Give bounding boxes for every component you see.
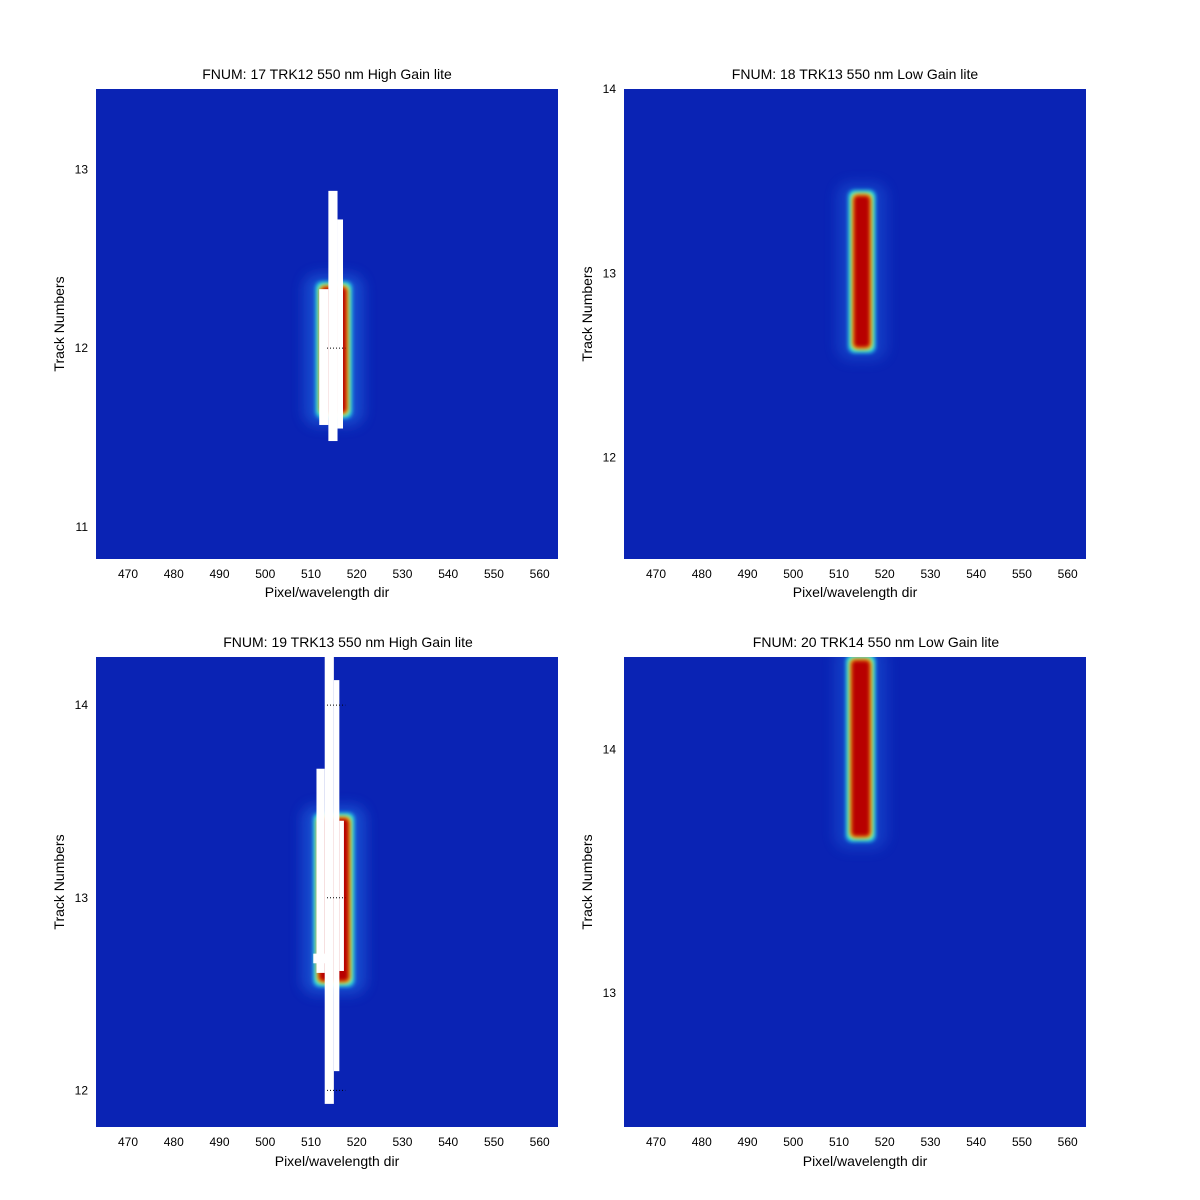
subplot-4-xtick-labels: 470 480 490 500 510 520 530 540 550 560 bbox=[646, 1135, 1078, 1149]
ytick-label: 12 bbox=[75, 341, 89, 355]
xtick-label: 470 bbox=[118, 567, 138, 581]
ytick-label: 13 bbox=[603, 986, 617, 1000]
subplot-3-ytick-labels: 12 13 14 bbox=[75, 698, 89, 1097]
xtick-label: 500 bbox=[783, 567, 803, 581]
xtick-label: 520 bbox=[347, 1135, 367, 1149]
xtick-label: 490 bbox=[737, 567, 757, 581]
xtick-label: 520 bbox=[875, 1135, 895, 1149]
saturated-bar-1 bbox=[319, 289, 329, 425]
xtick-label: 530 bbox=[920, 1135, 940, 1149]
saturated-bar-1 bbox=[316, 768, 325, 973]
xtick-label: 510 bbox=[301, 1135, 321, 1149]
xtick-label: 480 bbox=[692, 567, 712, 581]
subplot-4-title: FNUM: 20 TRK14 550 nm Low Gain lite bbox=[753, 634, 1000, 650]
subplot-3-ylabel: Track Numbers bbox=[51, 834, 67, 929]
subplot-1-title: FNUM: 17 TRK12 550 nm High Gain lite bbox=[202, 66, 452, 82]
subplot-1-image bbox=[96, 89, 558, 559]
subplot-3-title: FNUM: 19 TRK13 550 nm High Gain lite bbox=[223, 634, 473, 650]
saturated-bar-2 bbox=[324, 657, 334, 1104]
ytick-label: 12 bbox=[603, 451, 617, 465]
subplot-1-ylabel: Track Numbers bbox=[51, 276, 67, 371]
xtick-label: 500 bbox=[783, 1135, 803, 1149]
subplot-2-image bbox=[624, 89, 1086, 559]
subplot-2-ylabel-fixed: Track Numbers bbox=[579, 266, 595, 361]
subplot-4-ytick-labels: 13 14 bbox=[603, 743, 617, 1001]
saturated-bar-3 bbox=[337, 219, 344, 429]
subplot-2-ytick-labels: 12 13 14 bbox=[603, 82, 617, 465]
signal-core bbox=[853, 195, 871, 348]
ytick-label: 14 bbox=[75, 698, 89, 712]
xtick-label: 530 bbox=[392, 567, 412, 581]
xtick-label: 560 bbox=[1058, 1135, 1078, 1149]
ytick-label: 14 bbox=[603, 743, 617, 757]
subplot-4-xlabel: Pixel/wavelength dir bbox=[803, 1153, 928, 1169]
xtick-label: 480 bbox=[164, 567, 184, 581]
subplot-1-ytick-labels: 11 12 13 bbox=[75, 162, 89, 533]
saturated-bar-3 bbox=[333, 680, 340, 1072]
subplot-4-ylabel: Track Numbers bbox=[579, 834, 595, 929]
subplot-2-plot-area bbox=[624, 89, 1086, 559]
ytick-label: 11 bbox=[76, 520, 89, 534]
ytick-label: 12 bbox=[75, 1083, 89, 1097]
ytick-label: 13 bbox=[75, 162, 89, 176]
subplot-2-title: FNUM: 18 TRK13 550 nm Low Gain lite bbox=[732, 66, 979, 82]
ytick-label: 13 bbox=[603, 266, 617, 280]
xtick-label: 560 bbox=[1058, 567, 1078, 581]
subplot-2: FNUM: 18 TRK13 550 nm Low Gain lite Pixe… bbox=[579, 66, 1086, 600]
subplot-2-xtick-labels: 470 480 490 500 510 520 530 540 550 560 bbox=[646, 567, 1078, 581]
xtick-label: 540 bbox=[438, 567, 458, 581]
xtick-label: 500 bbox=[255, 567, 275, 581]
subplot-3-plot-area bbox=[96, 657, 558, 1127]
subplot-1: FNUM: 17 TRK12 550 nm High Gain lite Pix… bbox=[51, 66, 558, 600]
subplot-3: FNUM: 19 TRK13 550 nm High Gain lite Pix… bbox=[51, 634, 558, 1169]
xtick-label: 540 bbox=[966, 567, 986, 581]
xtick-label: 520 bbox=[347, 567, 367, 581]
xtick-label: 560 bbox=[530, 1135, 550, 1149]
subplot-3-xtick-labels: 470 480 490 500 510 520 530 540 550 560 bbox=[118, 1135, 550, 1149]
xtick-label: 530 bbox=[392, 1135, 412, 1149]
subplot-1-xlabel: Pixel/wavelength dir bbox=[265, 584, 390, 600]
xtick-label: 510 bbox=[301, 567, 321, 581]
xtick-label: 560 bbox=[530, 567, 550, 581]
xtick-label: 540 bbox=[966, 1135, 986, 1149]
xtick-label: 500 bbox=[255, 1135, 275, 1149]
subplot-4-plot-area bbox=[624, 657, 1086, 1127]
xtick-label: 470 bbox=[118, 1135, 138, 1149]
subplot-3-xlabel: Pixel/wavelength dir bbox=[275, 1153, 400, 1169]
subplot-1-xtick-labels: 470 480 490 500 510 520 530 540 550 560 bbox=[118, 567, 550, 581]
subplot-4: FNUM: 20 TRK14 550 nm Low Gain lite Pixe… bbox=[579, 634, 1086, 1169]
signal-core bbox=[851, 660, 871, 837]
subplot-2-xlabel: Pixel/wavelength dir bbox=[793, 584, 918, 600]
subplot-3-image bbox=[96, 657, 558, 1127]
xtick-label: 490 bbox=[737, 1135, 757, 1149]
saturated-bar-5 bbox=[313, 953, 330, 964]
xtick-label: 470 bbox=[646, 567, 666, 581]
xtick-label: 550 bbox=[484, 567, 504, 581]
ytick-label: 14 bbox=[603, 82, 617, 96]
xtick-label: 550 bbox=[1012, 1135, 1032, 1149]
xtick-label: 540 bbox=[438, 1135, 458, 1149]
xtick-label: 510 bbox=[829, 1135, 849, 1149]
xtick-label: 470 bbox=[646, 1135, 666, 1149]
ytick-label: 13 bbox=[75, 891, 89, 905]
xtick-label: 520 bbox=[875, 567, 895, 581]
xtick-label: 550 bbox=[1012, 567, 1032, 581]
xtick-label: 480 bbox=[692, 1135, 712, 1149]
xtick-label: 510 bbox=[829, 567, 849, 581]
xtick-label: 480 bbox=[164, 1135, 184, 1149]
xtick-label: 550 bbox=[484, 1135, 504, 1149]
xtick-label: 530 bbox=[920, 567, 940, 581]
subplot-4-image bbox=[624, 657, 1086, 1127]
subplot-1-plot-area bbox=[96, 89, 558, 559]
saturated-bar-4 bbox=[339, 820, 344, 971]
xtick-label: 490 bbox=[209, 567, 229, 581]
saturated-bar-2 bbox=[328, 190, 338, 442]
xtick-label: 490 bbox=[209, 1135, 229, 1149]
